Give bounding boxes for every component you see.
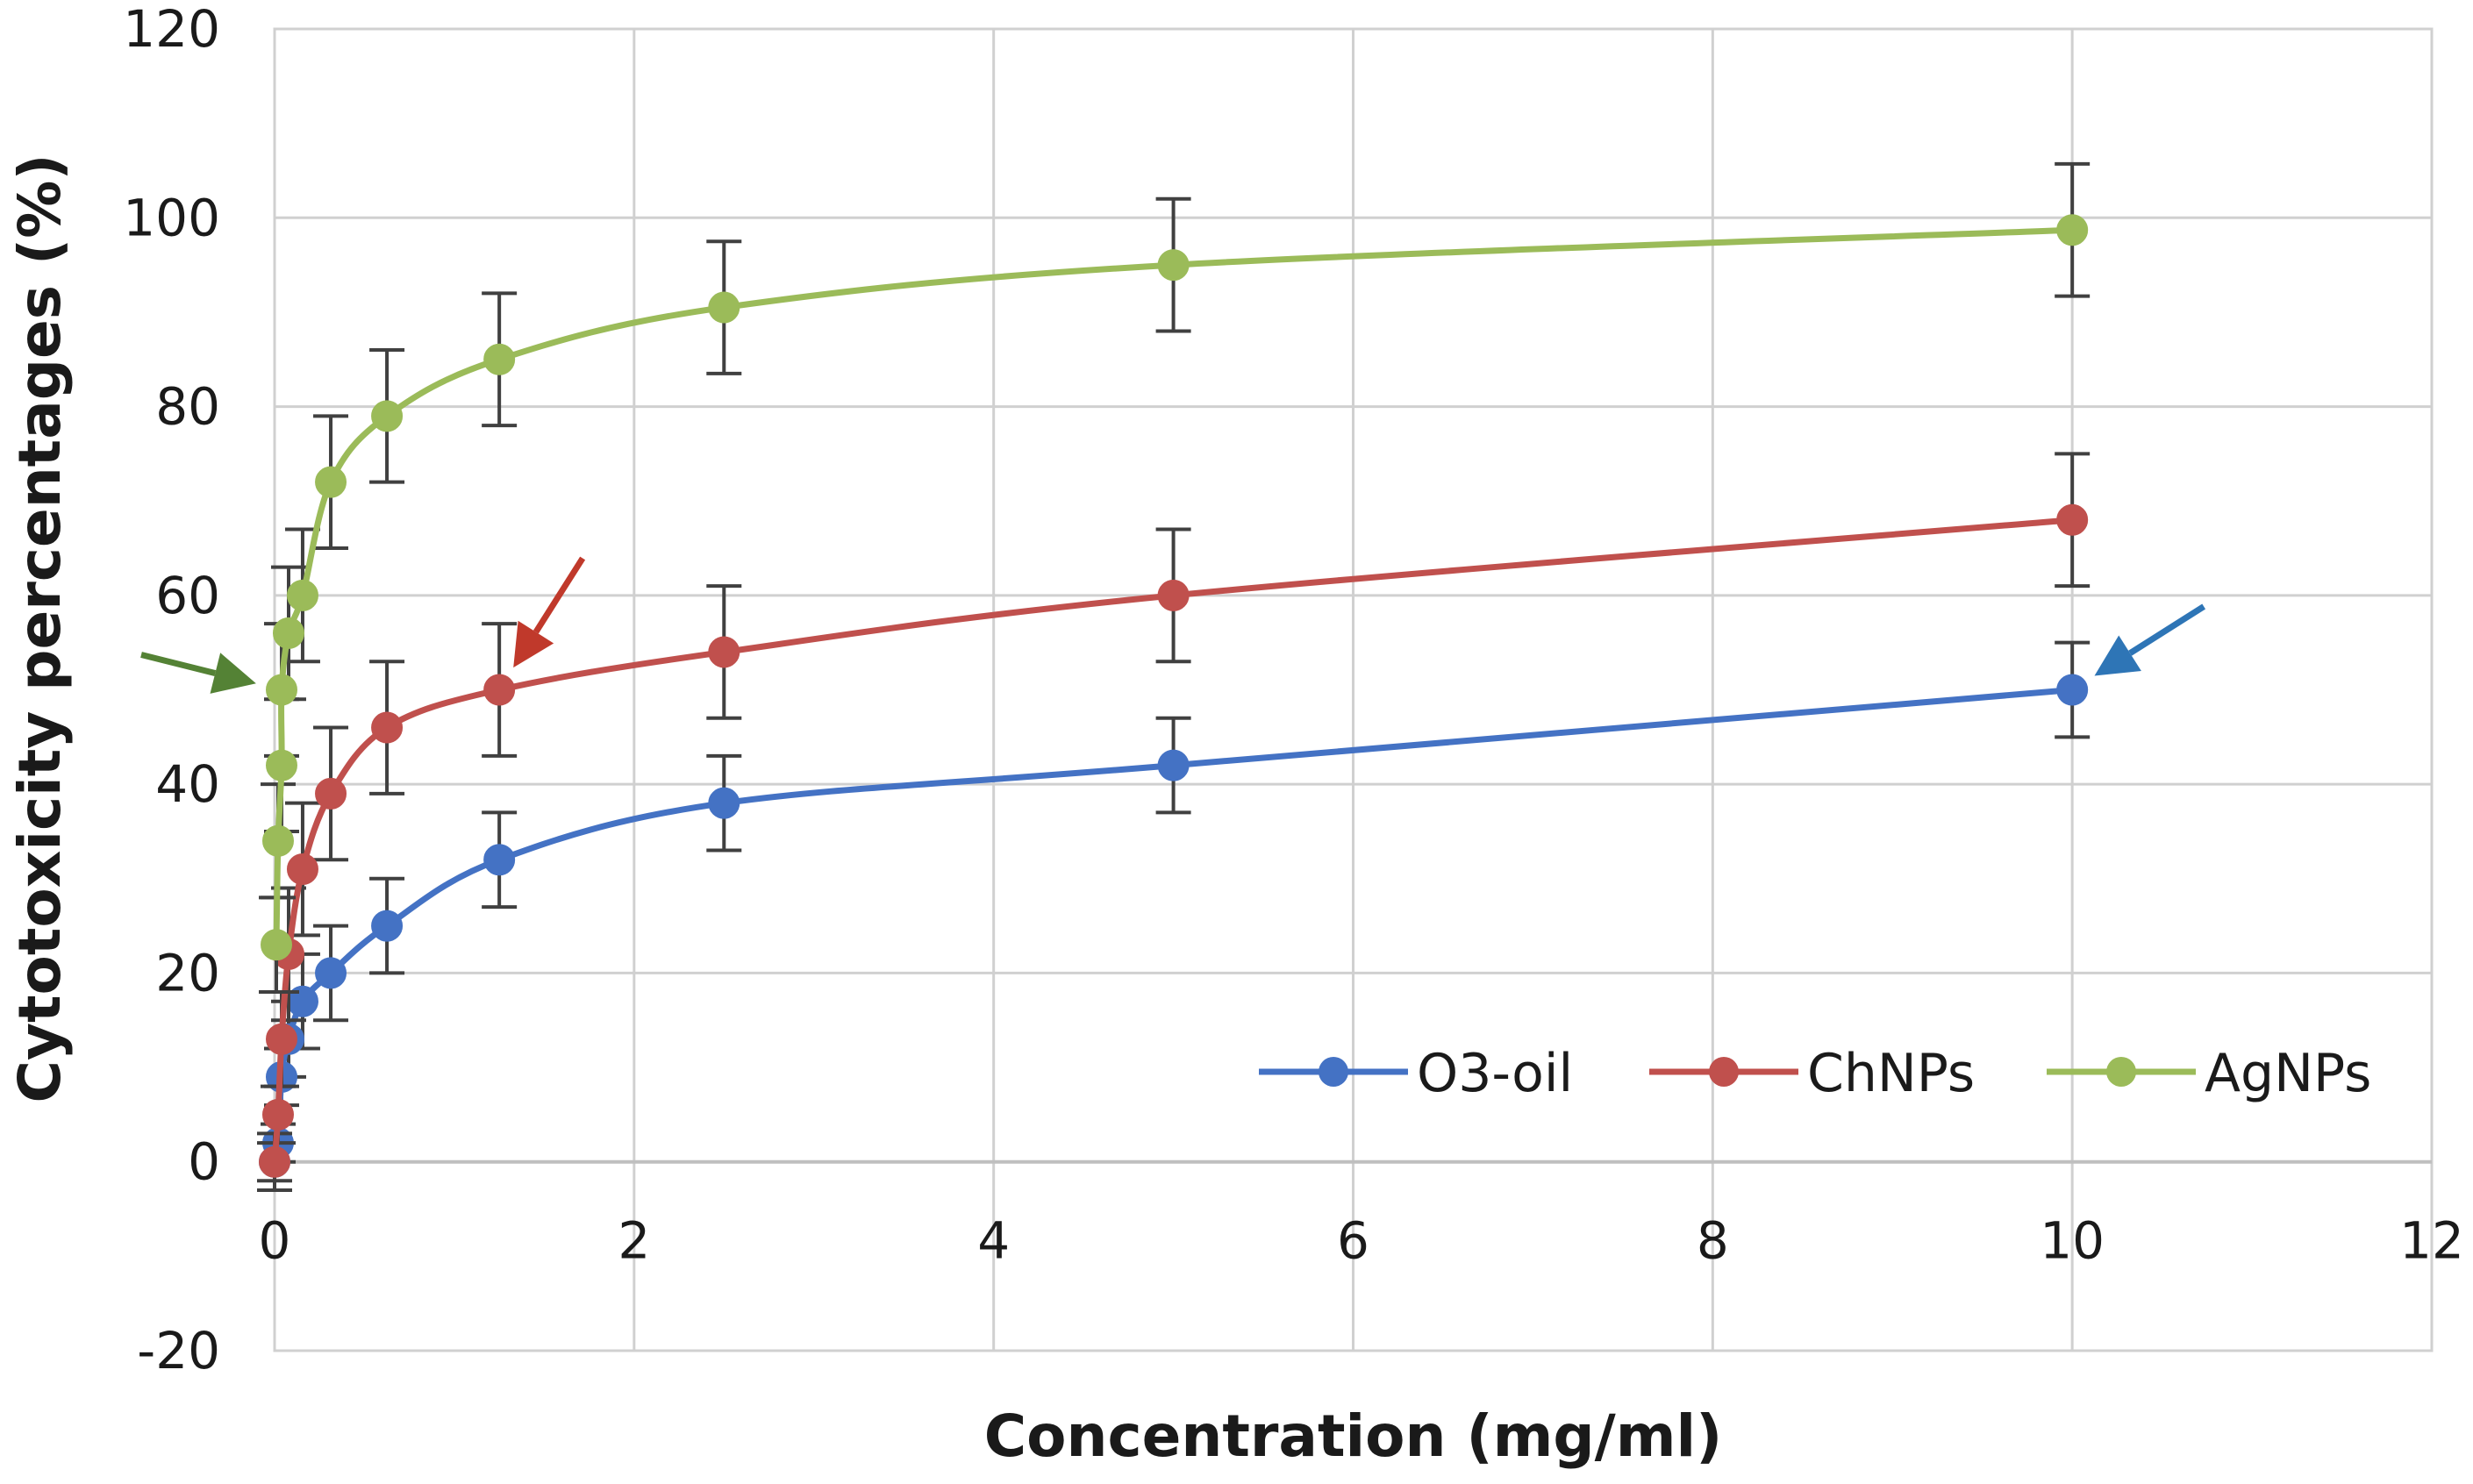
data-point-o3-oil: [483, 844, 516, 876]
data-point-agnps: [1157, 249, 1190, 282]
annotation-arrow-o3-oil: [2128, 603, 2206, 656]
y-axis-title: Cytotoxicity percentages (%): [6, 154, 74, 1103]
data-point-chnps: [371, 711, 404, 744]
data-point-chnps: [265, 1023, 297, 1055]
data-point-chnps: [259, 1145, 290, 1178]
y-tick-label: 40: [155, 754, 220, 814]
data-point-chnps: [1157, 579, 1190, 611]
data-point-agnps: [265, 674, 297, 706]
data-point-chnps: [286, 853, 318, 886]
series-chnps: [257, 452, 2091, 1193]
legend-label-o3-oil: O3-oil: [1417, 1043, 1573, 1104]
annotation-arrowhead-agnps: [210, 653, 256, 694]
legend-swatch-marker-agnps: [2106, 1057, 2136, 1087]
y-tick-label: 0: [188, 1132, 220, 1192]
legend-item-o3-oil: O3-oil: [1259, 1043, 1573, 1104]
data-point-agnps: [2056, 214, 2089, 246]
y-tick-label: 100: [123, 188, 220, 247]
data-point-agnps: [272, 617, 304, 649]
data-point-chnps: [2056, 503, 2089, 536]
data-point-chnps: [261, 1098, 294, 1131]
y-tick-label: -20: [137, 1321, 220, 1381]
legend-swatch-marker-chnps: [1709, 1057, 1739, 1087]
legend-item-agnps: AgNPs: [2047, 1043, 2371, 1104]
data-point-o3-oil: [371, 910, 404, 942]
data-point-agnps: [261, 824, 294, 857]
annotation-arrow-chnps: [532, 556, 586, 634]
annotation-arrow-agnps: [140, 652, 217, 676]
x-tick-label: 4: [977, 1211, 1010, 1271]
legend-swatch-marker-o3-oil: [1319, 1057, 1348, 1087]
data-point-agnps: [483, 343, 516, 375]
x-tick-label: 6: [1337, 1211, 1369, 1271]
data-point-o3-oil: [1157, 749, 1190, 781]
gridlines: [273, 27, 2434, 1352]
x-tick-label: 8: [1697, 1211, 1729, 1271]
legend-item-chnps: ChNPs: [1649, 1043, 1975, 1104]
y-tick-label: 80: [155, 377, 220, 437]
x-tick-label: 12: [2399, 1211, 2464, 1271]
data-point-chnps: [315, 777, 347, 810]
axes: -20 0 20 40 60 80 100 120 0 2 4 6 8 10 12: [123, 0, 2464, 1381]
series-agnps: [259, 161, 2091, 994]
series: [257, 161, 2091, 1193]
data-point-chnps: [708, 636, 740, 668]
data-point-o3-oil: [708, 787, 740, 819]
data-point-agnps: [708, 291, 740, 324]
legend-label-chnps: ChNPs: [1807, 1043, 1975, 1104]
data-point-chnps: [483, 674, 516, 706]
legend: O3-oil ChNPs AgNPs: [1259, 1043, 2371, 1104]
data-point-o3-oil: [2056, 674, 2089, 706]
y-tick-label: 60: [155, 566, 220, 625]
annotation-arrowhead-chnps: [513, 620, 554, 668]
series-line-agnps: [273, 226, 2073, 945]
y-tick-label: 120: [123, 0, 220, 59]
data-point-o3-oil: [315, 957, 347, 989]
x-axis-title: Concentration (mg/ml): [984, 1402, 1723, 1470]
annotation-arrowhead-o3-oil: [2094, 635, 2141, 676]
annotations: [140, 556, 2206, 694]
data-point-agnps: [286, 579, 318, 611]
x-tick-label: 0: [259, 1211, 291, 1271]
x-tick-label: 10: [2040, 1211, 2105, 1271]
x-tick-label: 2: [618, 1211, 650, 1271]
series-line-chnps: [271, 517, 2073, 1162]
data-point-agnps: [371, 400, 404, 432]
data-point-agnps: [315, 466, 347, 498]
data-point-agnps: [265, 749, 297, 781]
legend-label-agnps: AgNPs: [2205, 1043, 2371, 1104]
y-tick-label: 20: [155, 943, 220, 1002]
data-point-agnps: [261, 929, 293, 961]
